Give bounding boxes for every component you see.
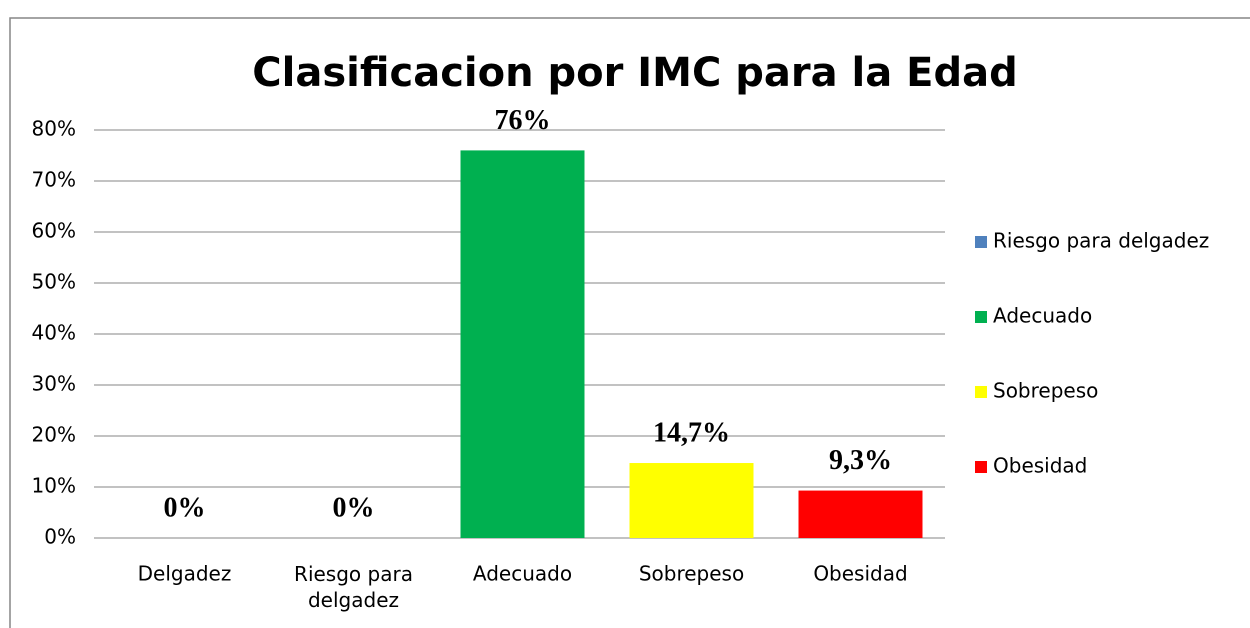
data-label: 14,7% [653, 417, 730, 448]
legend-swatch [975, 461, 987, 473]
legend-label: Adecuado [993, 304, 1092, 328]
y-tick-label: 40% [32, 321, 76, 345]
data-label: 0% [164, 492, 206, 523]
data-label: 76% [495, 105, 551, 136]
x-tick-label: Adecuado [473, 562, 572, 586]
data-label: 9,3% [829, 445, 892, 476]
x-tick-label: Obesidad [813, 562, 907, 586]
y-tick-label: 30% [32, 372, 76, 396]
x-tick-label: Sobrepeso [639, 562, 744, 586]
y-tick-label: 70% [32, 168, 76, 192]
legend-swatch [975, 386, 987, 398]
legend-label: Obesidad [993, 454, 1087, 478]
chart-frame [9, 17, 1250, 628]
x-tick-label: Delgadez [138, 562, 232, 586]
bar [798, 490, 923, 538]
bar [629, 463, 754, 538]
y-tick-label: 60% [32, 219, 76, 243]
legend-swatch [975, 236, 987, 248]
y-tick-label: 10% [32, 474, 76, 498]
legend-label: Riesgo para delgadez [993, 229, 1209, 253]
y-tick-label: 20% [32, 423, 76, 447]
y-tick-label: 80% [32, 117, 76, 141]
data-label: 0% [333, 492, 375, 523]
chart-title: Clasificacion por IMC para la Edad [252, 50, 1017, 96]
x-tick-label: Riesgo para delgadez [294, 562, 413, 612]
legend-label: Sobrepeso [993, 379, 1098, 403]
bar [460, 150, 585, 538]
legend-swatch [975, 311, 987, 323]
y-tick-label: 50% [32, 270, 76, 294]
y-tick-label: 0% [44, 525, 76, 549]
